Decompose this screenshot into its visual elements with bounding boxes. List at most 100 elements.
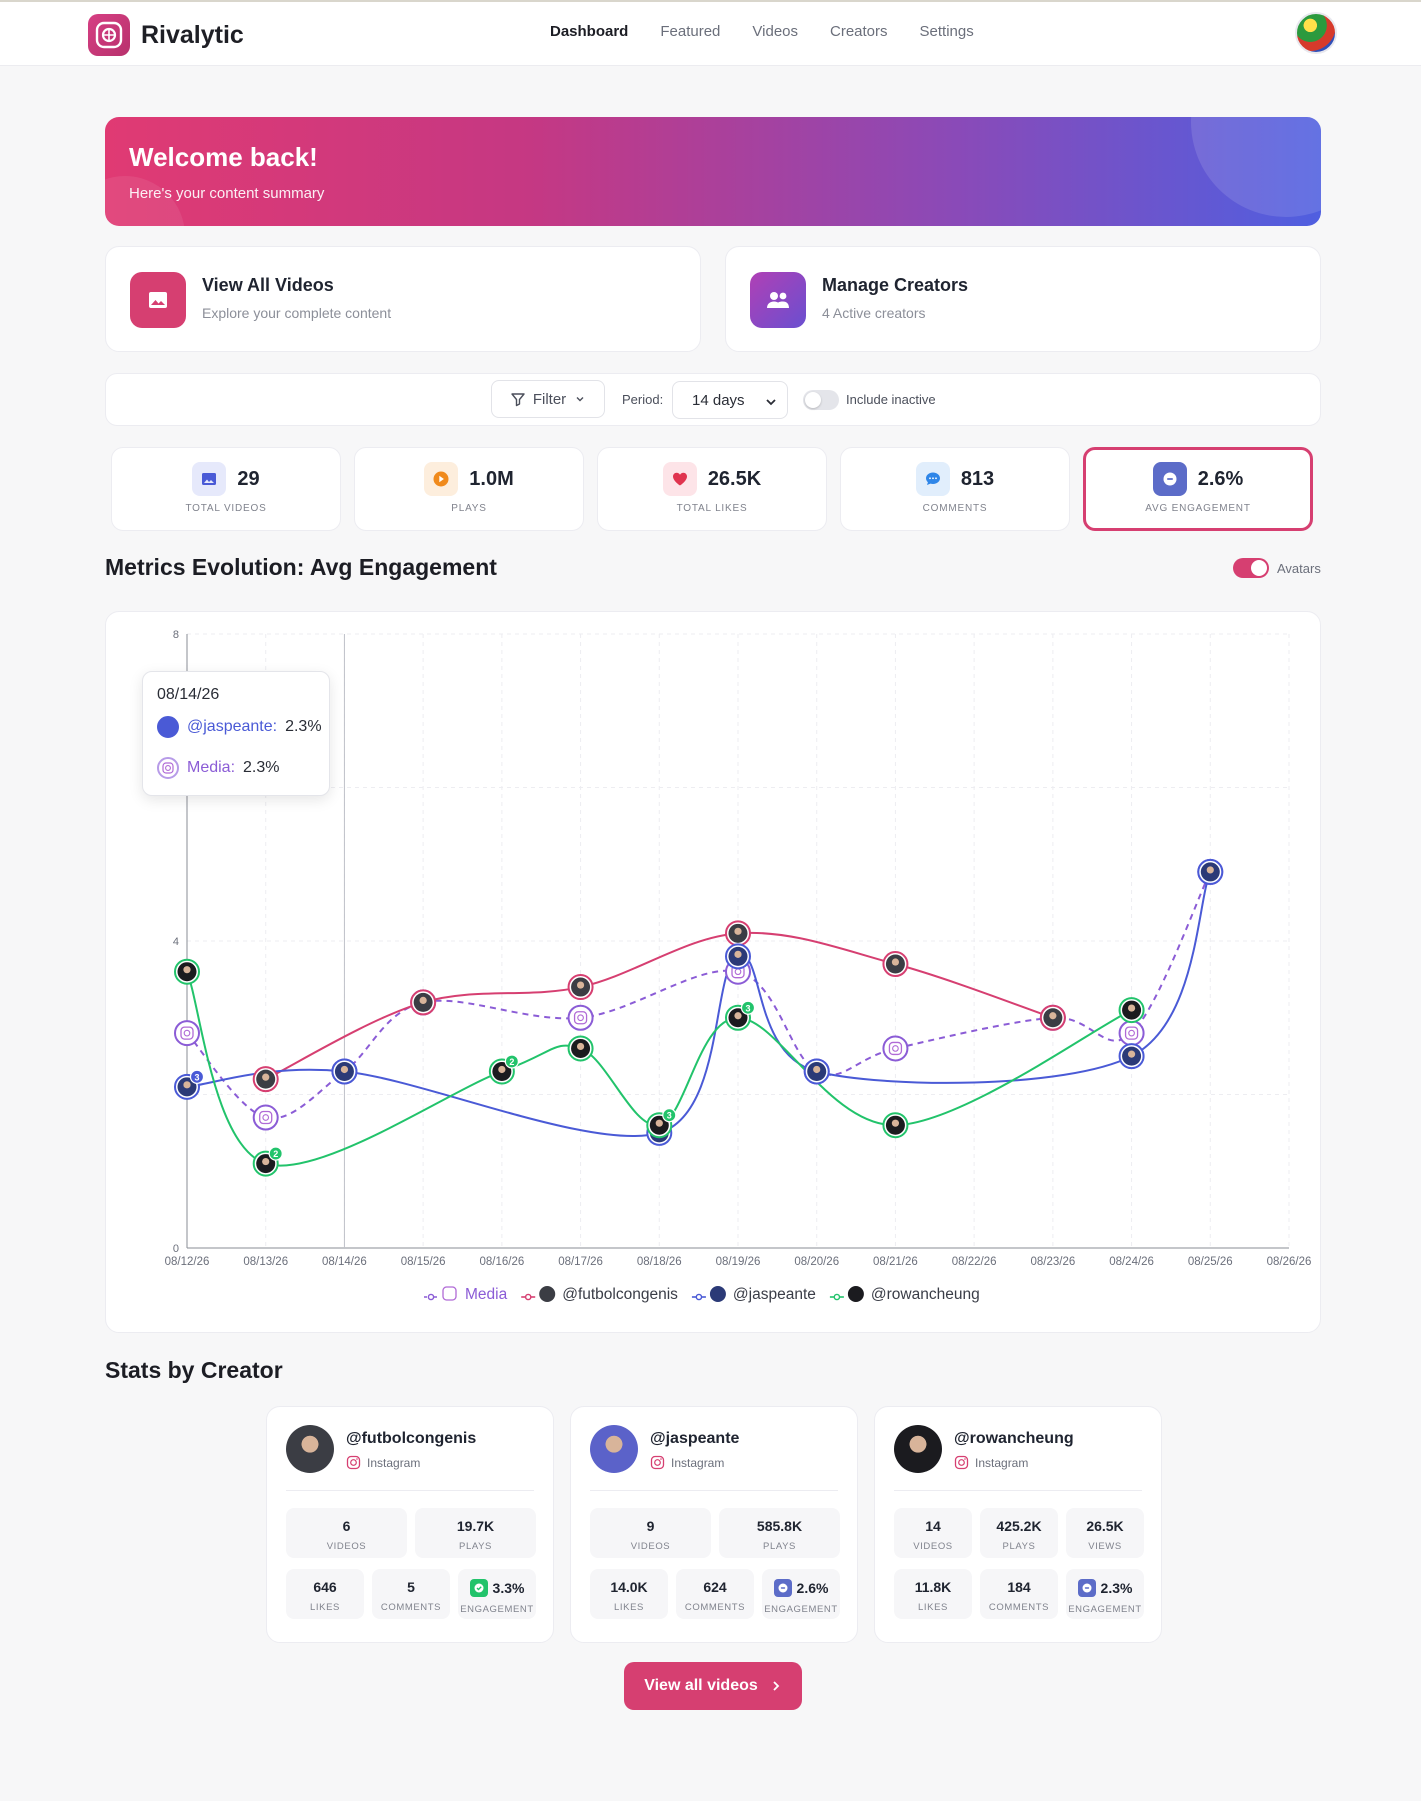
creator-avatar-icon <box>539 1286 556 1302</box>
metric-label: ENGAGEMENT <box>764 1604 838 1615</box>
creator-metric: 11.8K LIKES <box>894 1569 972 1619</box>
creator-avatar-face <box>340 1065 349 1074</box>
creator-metric: 14.0K LIKES <box>590 1569 668 1619</box>
creator-avatar-face <box>498 1065 506 1074</box>
metric-label: PLAYS <box>763 1541 796 1552</box>
instagram-icon <box>650 1455 665 1470</box>
tooltip-series-name: @jaspeante: <box>187 718 278 735</box>
creator-avatar-face <box>262 1157 270 1166</box>
nav-creators[interactable]: Creators <box>830 23 888 40</box>
creator-avatar-icon <box>709 1286 726 1302</box>
media-icon <box>1124 1026 1139 1040</box>
metric-label: LIKES <box>310 1602 340 1613</box>
nav-dashboard[interactable]: Dashboard <box>550 23 629 40</box>
brand[interactable]: Rivalytic <box>88 14 244 56</box>
metric-label: COMMENTS <box>988 1602 1050 1613</box>
y-tick-label: 4 <box>173 936 179 948</box>
view-all-videos-card[interactable]: View All Videos Explore your complete co… <box>105 246 701 352</box>
stat-card-avg-engagement[interactable]: 2.6% AVG ENGAGEMENT <box>1083 447 1313 531</box>
creator-avatar-face <box>183 966 191 974</box>
play-icon <box>424 462 459 496</box>
creator-metric: 624 COMMENTS <box>676 1569 754 1619</box>
legend-label: @jaspeante <box>733 1286 816 1303</box>
metric-value: 9 <box>646 1518 655 1534</box>
stat-label: AVG ENGAGEMENT <box>1145 503 1251 514</box>
creator-card[interactable]: @jaspeante Instagram 9 VIDEOS 585.8K PLA… <box>570 1406 858 1643</box>
creator-metric: 585.8K PLAYS <box>719 1508 840 1558</box>
top-nav: Rivalytic Dashboard Featured Videos Crea… <box>0 0 1421 66</box>
creator-avatar-face <box>734 950 742 958</box>
x-tick-label: 08/25/26 <box>1188 1256 1233 1268</box>
include-inactive-label: Include inactive <box>846 392 936 407</box>
metric-label: ENGAGEMENT <box>1068 1604 1142 1615</box>
x-tick-label: 08/14/26 <box>322 1256 367 1268</box>
tooltip-row: Media: 2.3% <box>157 757 280 779</box>
creator-metric: 19.7K PLAYS <box>415 1508 536 1558</box>
engagement-line-chart[interactable]: 0 4 8 08/12/26 08/13/26 08/14/26 08/15/26 08/16… <box>106 612 1322 1334</box>
legend-swatch-dot <box>524 1293 532 1301</box>
manage-creators-card[interactable]: Manage Creators 4 Active creators <box>725 246 1321 352</box>
creator-avatar-face <box>576 981 585 989</box>
creator-avatar-face <box>1127 1004 1136 1012</box>
instagram-icon <box>346 1455 361 1470</box>
creator-platform: Instagram <box>650 1455 724 1470</box>
creator-metric: 646 LIKES <box>286 1569 364 1619</box>
media-icon <box>157 757 179 779</box>
nav-settings[interactable]: Settings <box>919 23 974 40</box>
data-point <box>252 1104 279 1131</box>
creator-metric: 2.3% ENGAGEMENT <box>1066 1569 1144 1619</box>
x-tick-label: 08/15/26 <box>401 1256 446 1268</box>
filter-button[interactable]: Filter <box>491 380 605 418</box>
creator-avatar-face <box>1206 866 1214 874</box>
period-select[interactable]: 14 days <box>672 381 788 419</box>
user-avatar[interactable] <box>1295 12 1337 54</box>
view-all-videos-button[interactable]: View all videos <box>624 1662 802 1710</box>
stat-label: PLAYS <box>451 503 487 514</box>
creator-card[interactable]: @rowancheung Instagram 14 VIDEOS 425.2K … <box>874 1406 1162 1643</box>
filter-bar: Filter Period: 14 days Include inactive <box>105 373 1321 426</box>
metric-label: LIKES <box>614 1602 644 1613</box>
metric-value: 624 <box>703 1579 727 1595</box>
legend-label: Media <box>465 1286 508 1303</box>
engagement-icon <box>773 1579 792 1597</box>
media-icon <box>442 1286 457 1301</box>
stat-card-comments[interactable]: 813 COMMENTS <box>840 447 1070 531</box>
count-badge <box>740 1000 756 1015</box>
creator-handle: @rowancheung <box>954 1430 1074 1447</box>
count-badge <box>268 1146 283 1161</box>
creator-avatar <box>286 1425 334 1473</box>
divider <box>590 1490 838 1491</box>
creator-avatar <box>894 1425 942 1473</box>
platform-label: Instagram <box>975 1455 1029 1470</box>
x-tick-label: 08/23/26 <box>1030 1256 1075 1268</box>
chevron-down-icon <box>766 399 776 406</box>
creator-metric: 5 COMMENTS <box>372 1569 450 1619</box>
metric-label: VIDEOS <box>326 1541 367 1552</box>
stat-label: TOTAL LIKES <box>676 503 748 514</box>
nav-videos[interactable]: Videos <box>752 23 798 40</box>
creator-metric: 14 VIDEOS <box>894 1508 972 1558</box>
avatars-toggle[interactable] <box>1233 558 1269 578</box>
stat-card-plays[interactable]: 1.0M PLAYS <box>354 447 584 531</box>
nav-featured[interactable]: Featured <box>660 23 721 40</box>
media-icon-lens <box>262 1114 270 1121</box>
media-icon-lens <box>183 1029 191 1037</box>
media-icon-lens <box>1128 1029 1135 1037</box>
x-tick-label: 08/17/26 <box>558 1256 603 1268</box>
creator-card[interactable]: @futbolcongenis Instagram 6 VIDEOS 19.7K… <box>266 1406 554 1643</box>
stat-card-total-likes[interactable]: 26.5K TOTAL LIKES <box>597 447 827 531</box>
metric-value: 6 <box>342 1518 351 1534</box>
engagement-icon <box>469 1579 488 1597</box>
y-tick-label: 8 <box>173 629 179 641</box>
stat-card-total-videos[interactable]: 29 TOTAL VIDEOS <box>111 447 341 531</box>
creator-avatar-face <box>734 927 742 935</box>
creator-avatar-icon <box>847 1286 864 1302</box>
legend-label: @futbolcongenis <box>562 1286 678 1303</box>
creator-avatar-face <box>183 1081 191 1089</box>
x-tick-label: 08/20/26 <box>794 1256 839 1268</box>
include-inactive-toggle[interactable] <box>803 390 839 410</box>
series-line-jaspeante <box>186 871 1212 1138</box>
data-point <box>567 1004 594 1031</box>
welcome-banner: Welcome back! Here's your content summar… <box>105 117 1321 226</box>
metric-value: 14.0K <box>610 1579 648 1595</box>
